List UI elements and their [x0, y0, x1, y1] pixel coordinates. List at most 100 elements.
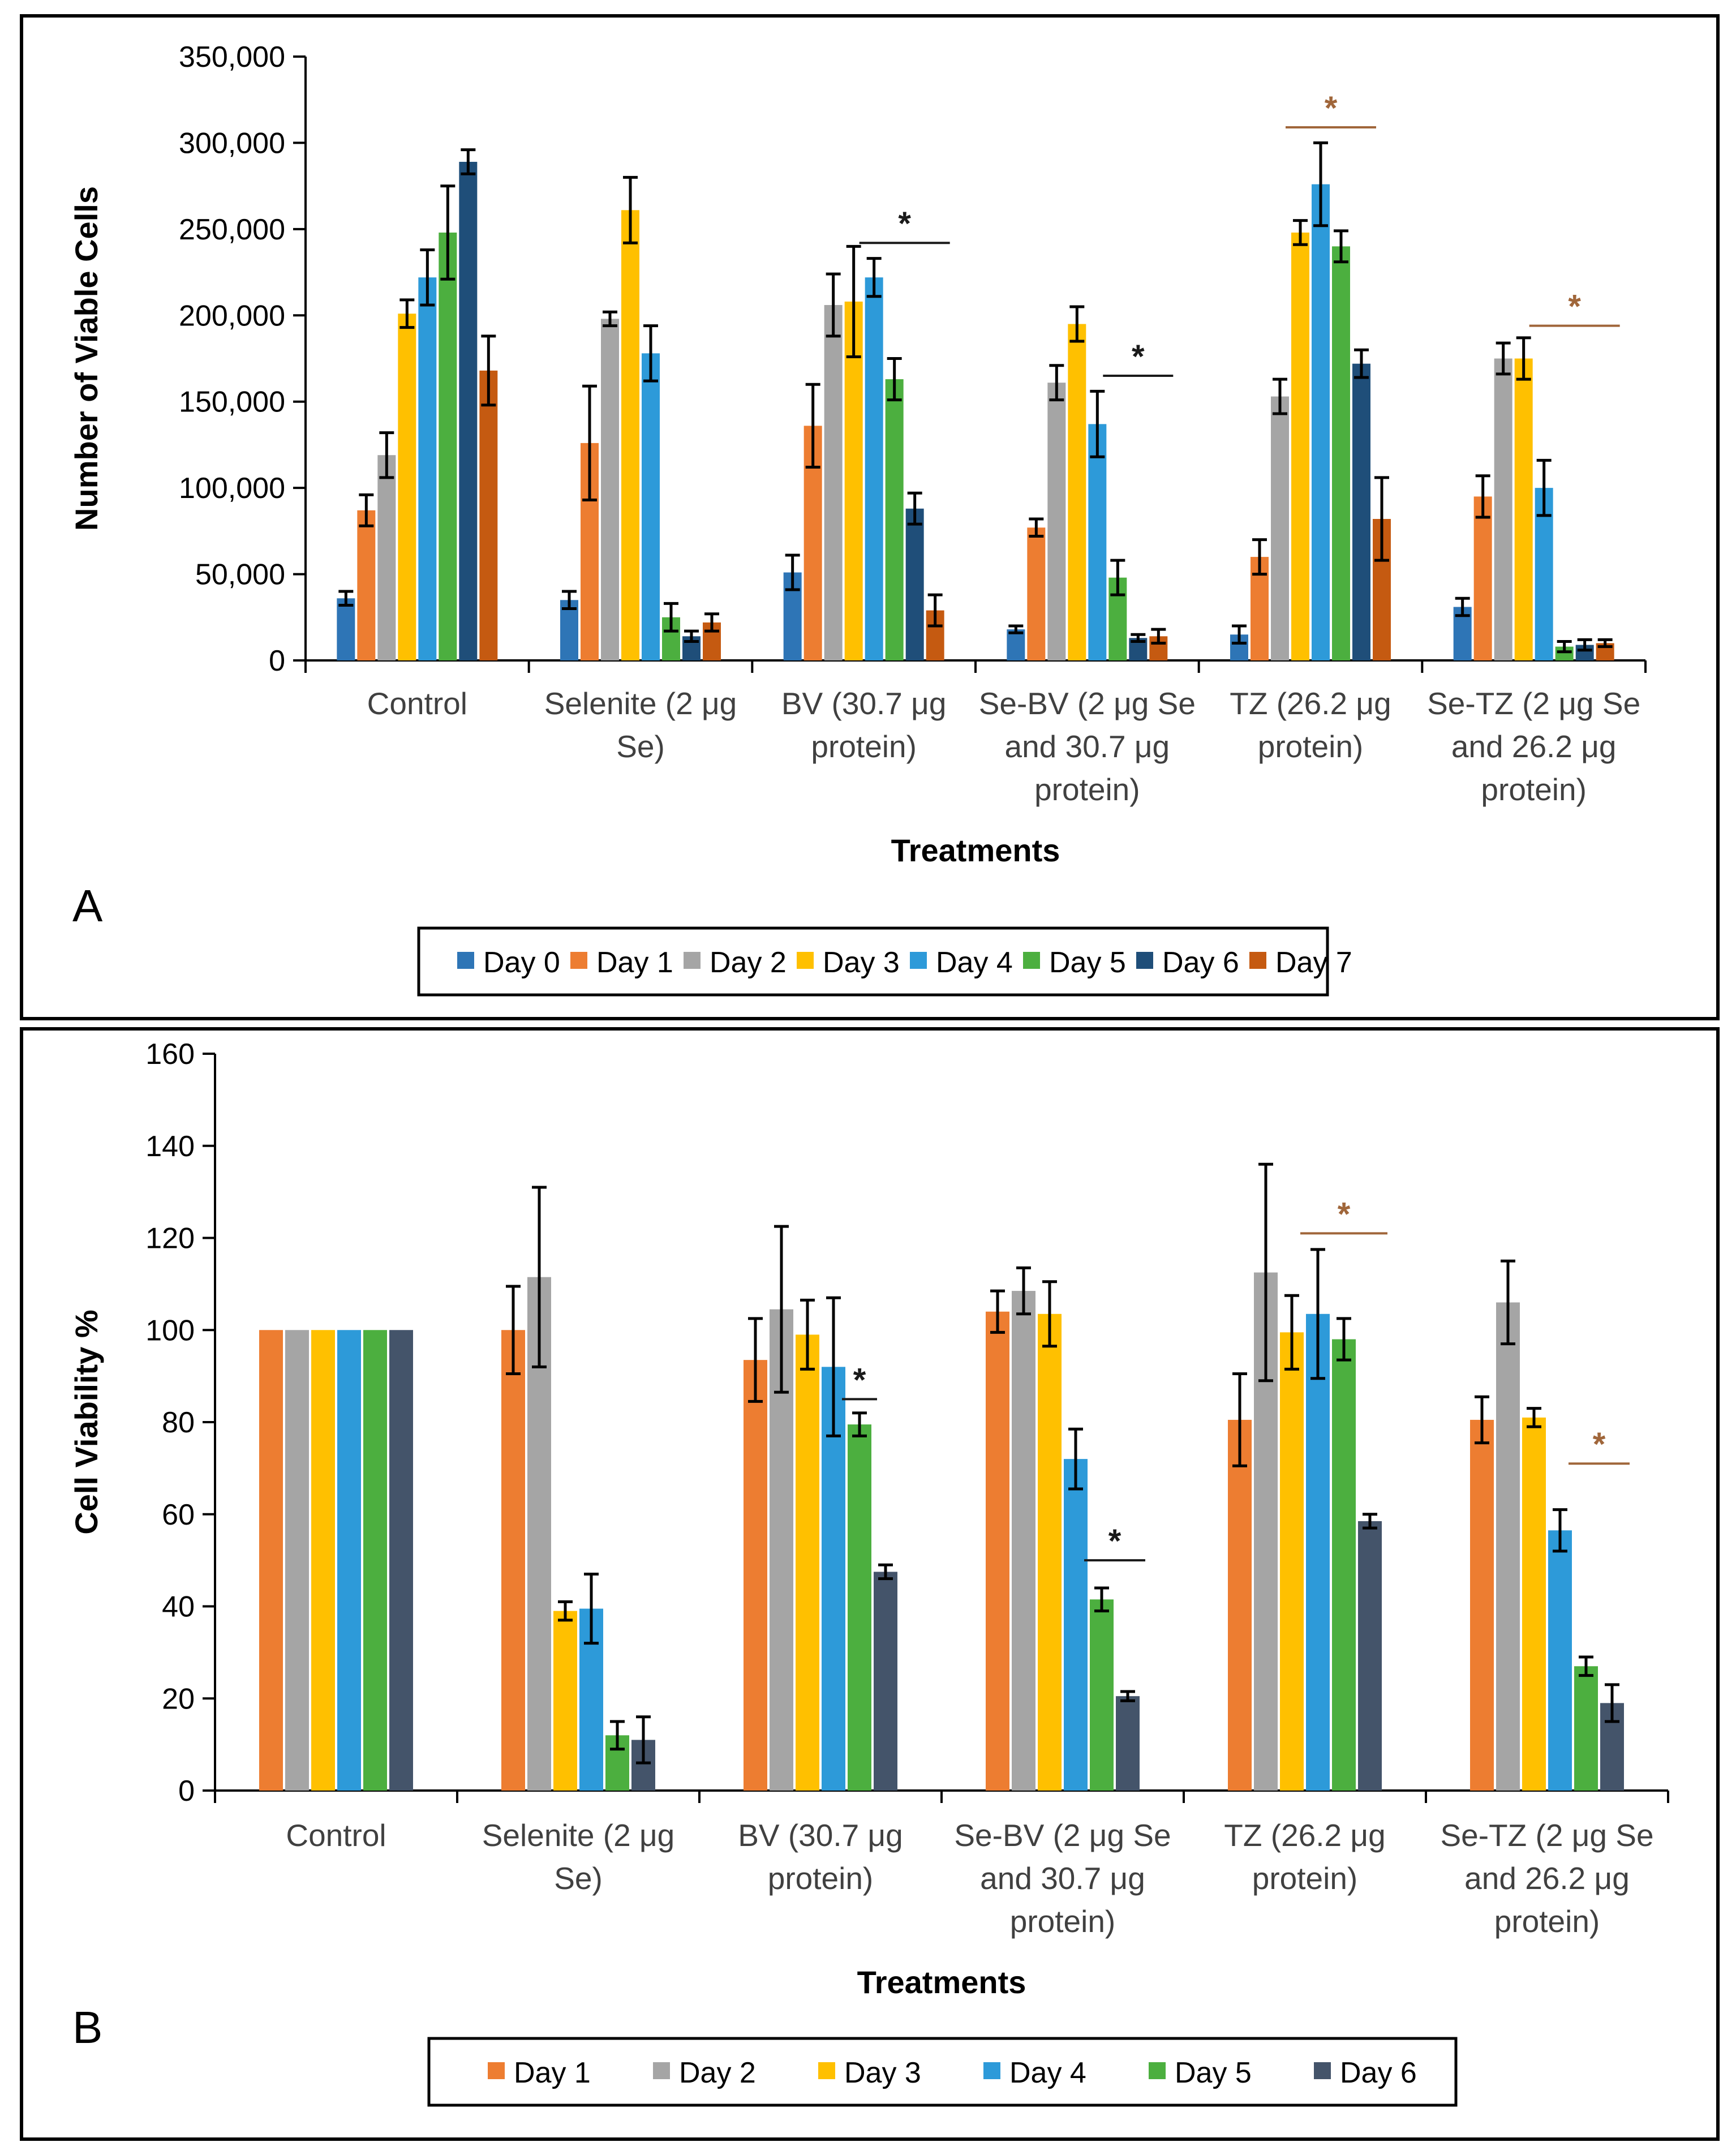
bar-day-1	[1228, 1419, 1252, 1791]
bar-day-5	[439, 232, 457, 660]
bar-day-4	[1064, 1459, 1088, 1791]
bar-day-1	[1470, 1419, 1494, 1791]
x-category-label: Selenite (2 μg	[544, 686, 737, 721]
bar-day-2	[285, 1330, 309, 1791]
bar-day-6	[905, 508, 924, 660]
legend-swatch	[1249, 952, 1266, 969]
bar-day-3	[796, 1334, 819, 1791]
bar-day-4	[1088, 424, 1107, 660]
legend-swatch	[983, 2062, 1000, 2079]
legend-swatch	[910, 952, 927, 969]
bar-day-4	[822, 1367, 845, 1791]
bar-day-3	[1514, 358, 1533, 660]
legend-swatch	[818, 2062, 835, 2079]
legend-swatch	[457, 952, 474, 969]
bar-day-5	[1332, 1339, 1356, 1791]
x-category-label: Se-TZ (2 μg Se	[1440, 1818, 1653, 1853]
legend-swatch	[1149, 2062, 1166, 2079]
x-category-label: protein)	[811, 729, 916, 764]
legend-swatch	[684, 952, 701, 969]
bar-day-1	[986, 1311, 1009, 1791]
bar-day-1	[1473, 496, 1492, 660]
legend-label: Day 7	[1275, 946, 1352, 979]
bar-day-1	[259, 1330, 283, 1791]
y-tick-label: 160	[145, 1038, 195, 1071]
legend-label: Day 5	[1049, 946, 1126, 979]
bar-day-5	[1574, 1666, 1598, 1791]
bar-day-5	[848, 1424, 871, 1791]
bar-day-3	[621, 210, 639, 660]
significance-star: *	[1108, 1523, 1121, 1560]
legend-label: Day 2	[679, 2057, 756, 2089]
bar-day-1	[1027, 527, 1046, 660]
bar-day-3	[398, 314, 416, 660]
x-category-label: BV (30.7 μg	[781, 686, 947, 721]
bar-day-2	[1047, 383, 1066, 660]
bar-day-4	[1306, 1313, 1330, 1791]
y-tick-label: 150,000	[179, 386, 285, 419]
bar-day-3	[1522, 1417, 1546, 1791]
bar-day-3	[844, 301, 863, 660]
x-category-label: Se-BV (2 μg Se	[979, 686, 1196, 721]
legend-label: Day 4	[936, 946, 1013, 979]
panel-a-label: A	[72, 881, 103, 931]
y-tick-label: 40	[162, 1591, 195, 1624]
x-category-label: protein)	[1034, 772, 1140, 807]
bar-day-2	[377, 455, 396, 660]
x-category-label: and 26.2 μg	[1464, 1861, 1630, 1896]
legend-swatch	[797, 952, 814, 969]
bar-day-4	[1548, 1530, 1572, 1791]
bar-day-3	[311, 1330, 335, 1791]
legend-label: Day 5	[1175, 2057, 1252, 2089]
x-category-label: protein)	[1252, 1861, 1357, 1896]
legend-box	[427, 2037, 1458, 2107]
x-category-label: and 26.2 μg	[1451, 729, 1617, 764]
bar-day-2	[601, 319, 619, 660]
bar-day-3	[1291, 232, 1309, 660]
y-tick-label: 120	[145, 1222, 195, 1255]
bar-day-3	[553, 1611, 577, 1791]
significance-star: *	[1593, 1426, 1606, 1463]
y-tick-label: 50,000	[195, 559, 285, 591]
bar-day-7	[479, 370, 498, 660]
bar-day-5	[885, 379, 904, 660]
panel-a-chart: 0 50,000 100,000 150,000 200,000 250,000 300,0…	[68, 41, 1647, 997]
legend-label: Day 1	[514, 2057, 591, 2089]
y-tick-label: 100	[145, 1314, 195, 1347]
y-tick-label: 0	[269, 645, 285, 677]
legend-swatch	[1023, 952, 1040, 969]
bar-day-5	[363, 1330, 387, 1791]
legend-swatch	[1314, 2062, 1331, 2079]
bar-day-2	[1271, 396, 1289, 660]
bar-day-6	[1358, 1521, 1382, 1791]
x-category-label: Se)	[554, 1861, 603, 1896]
x-category-label: protein)	[1010, 1904, 1115, 1939]
bar-day-5	[1090, 1599, 1114, 1791]
legend-label: Day 6	[1162, 946, 1239, 979]
bar-day-6	[1352, 363, 1370, 660]
y-tick-label: 60	[162, 1499, 195, 1531]
y-tick-label: 100,000	[179, 472, 285, 505]
x-category-label: Se-TZ (2 μg Se	[1427, 686, 1640, 721]
y-tick-label: 0	[178, 1775, 195, 1808]
y-tick-label: 250,000	[179, 213, 285, 246]
x-category-label: Control	[367, 686, 467, 721]
legend-swatch	[570, 952, 587, 969]
bar-day-2	[1496, 1302, 1520, 1791]
bar-day-6	[389, 1330, 413, 1791]
legend-label: Day 2	[710, 946, 787, 979]
bar-day-6	[459, 161, 478, 660]
bar-day-1	[744, 1360, 767, 1791]
panel-b-chart: 0 20 40 60 80 100 120 140 160 * * * * Control Selenite…	[68, 1038, 1669, 2107]
significance-star: *	[1132, 338, 1145, 375]
bar-day-4	[1312, 184, 1330, 660]
legend-swatch	[1136, 952, 1153, 969]
panel-b-label: B	[72, 2002, 102, 2053]
bar-day-3	[1280, 1332, 1304, 1791]
bar-day-0	[1007, 629, 1025, 660]
bar-day-1	[501, 1330, 525, 1791]
x-category-label: Selenite (2 μg	[482, 1818, 675, 1853]
significance-star: *	[1568, 289, 1581, 325]
bar-day-1	[357, 510, 376, 660]
